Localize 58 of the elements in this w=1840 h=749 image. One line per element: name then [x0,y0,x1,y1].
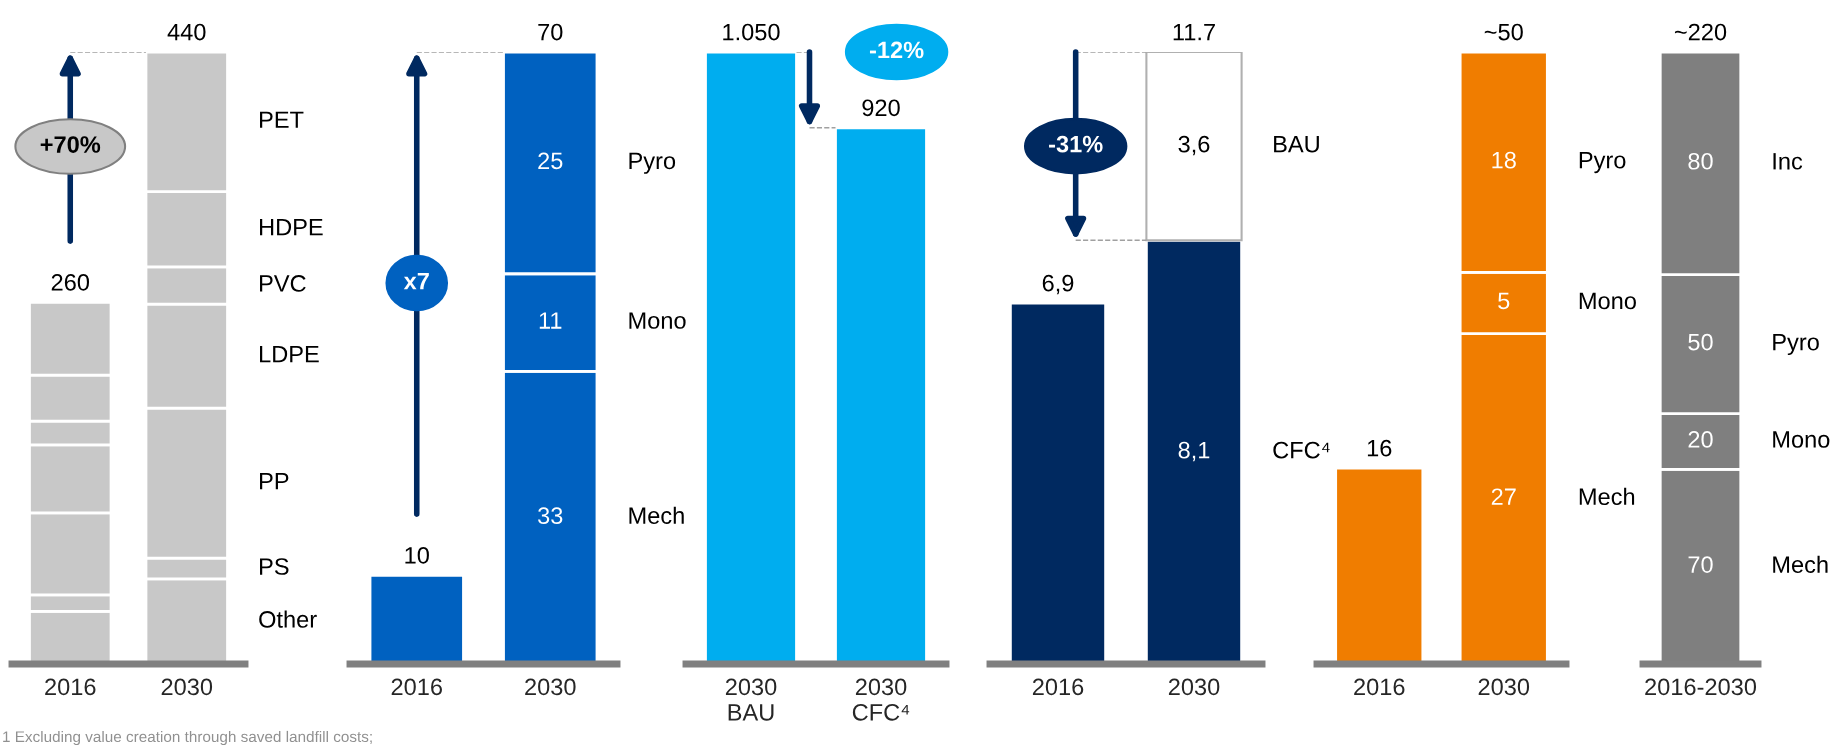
data-label: 50 [1688,333,1713,351]
data-label: 18 [1492,151,1516,169]
x-tick-label: 2016 [1032,678,1084,696]
total-label: 70 [538,23,563,41]
series-label: HDPE [260,219,323,236]
annotation: x7 [403,272,429,290]
series-label: Other [259,610,317,628]
series-label: Mono [629,312,686,329]
series-label: CFC⁴ [1273,441,1330,459]
data-label: 80 [1688,152,1713,170]
data-label: 10 [405,546,429,564]
x-tick-label: 2030 CFC⁴ [852,678,910,721]
annotation: 440 [167,23,206,41]
x-tick-label: 2030 [1478,678,1530,696]
x-tick-label: 2030 [1168,678,1220,696]
series-label: BAU [1274,136,1319,153]
data-label: 25 [538,152,563,170]
x-tick-label: 2016 [45,678,96,696]
series-label: Mono [1773,431,1830,448]
series-label: PS [260,558,289,575]
series-label: Mech [1773,555,1828,573]
annotation: -12% [869,41,924,59]
series-label: LDPE [260,346,319,363]
data-label: 27 [1491,488,1516,505]
data-label: 6,9 [1042,274,1074,295]
x-tick-label: 2016 [1354,678,1405,696]
series-label: PVC [260,275,306,292]
total-label: ~220 [1674,23,1727,41]
series-label: Mech [1579,487,1635,506]
x-tick-label: 2030 [161,678,213,696]
data-label: 33 [538,507,563,524]
series-label: Mech [629,506,684,524]
data-label: 11 [539,312,562,329]
text: 1 Excluding value creation through saved landfill costs; [3,730,372,746]
annotation: -31% [1049,135,1103,153]
series-label: PET [260,111,304,128]
annotation: 260 [51,273,90,291]
series-label: Pyro [629,152,676,174]
series-label: Mono [1579,292,1636,310]
data-label: 3,6 [1178,135,1210,156]
series-label: PP [260,473,289,490]
total-label: 11.7 [1173,23,1215,41]
total-label: ~50 [1484,23,1523,41]
series-label: Pyro [1579,152,1626,174]
series-label: Pyro [1773,333,1819,356]
x-tick-label: 2030 [525,678,576,696]
x-tick-label: 2016 [391,678,442,696]
series-label: Inc [1773,153,1803,170]
data-label: 5 [1498,292,1510,310]
data-label: 1.050 [723,23,780,41]
data-label: 8,1 [1178,441,1210,462]
data-label: 70 [1688,556,1713,573]
data-label: 20 [1688,431,1713,448]
annotation: +70% [40,136,101,153]
x-tick-label: 2016-2030 [1645,678,1757,696]
data-label: 920 [862,99,900,117]
data-label: 16 [1367,439,1392,457]
x-tick-label: 2030 BAU [725,678,777,721]
